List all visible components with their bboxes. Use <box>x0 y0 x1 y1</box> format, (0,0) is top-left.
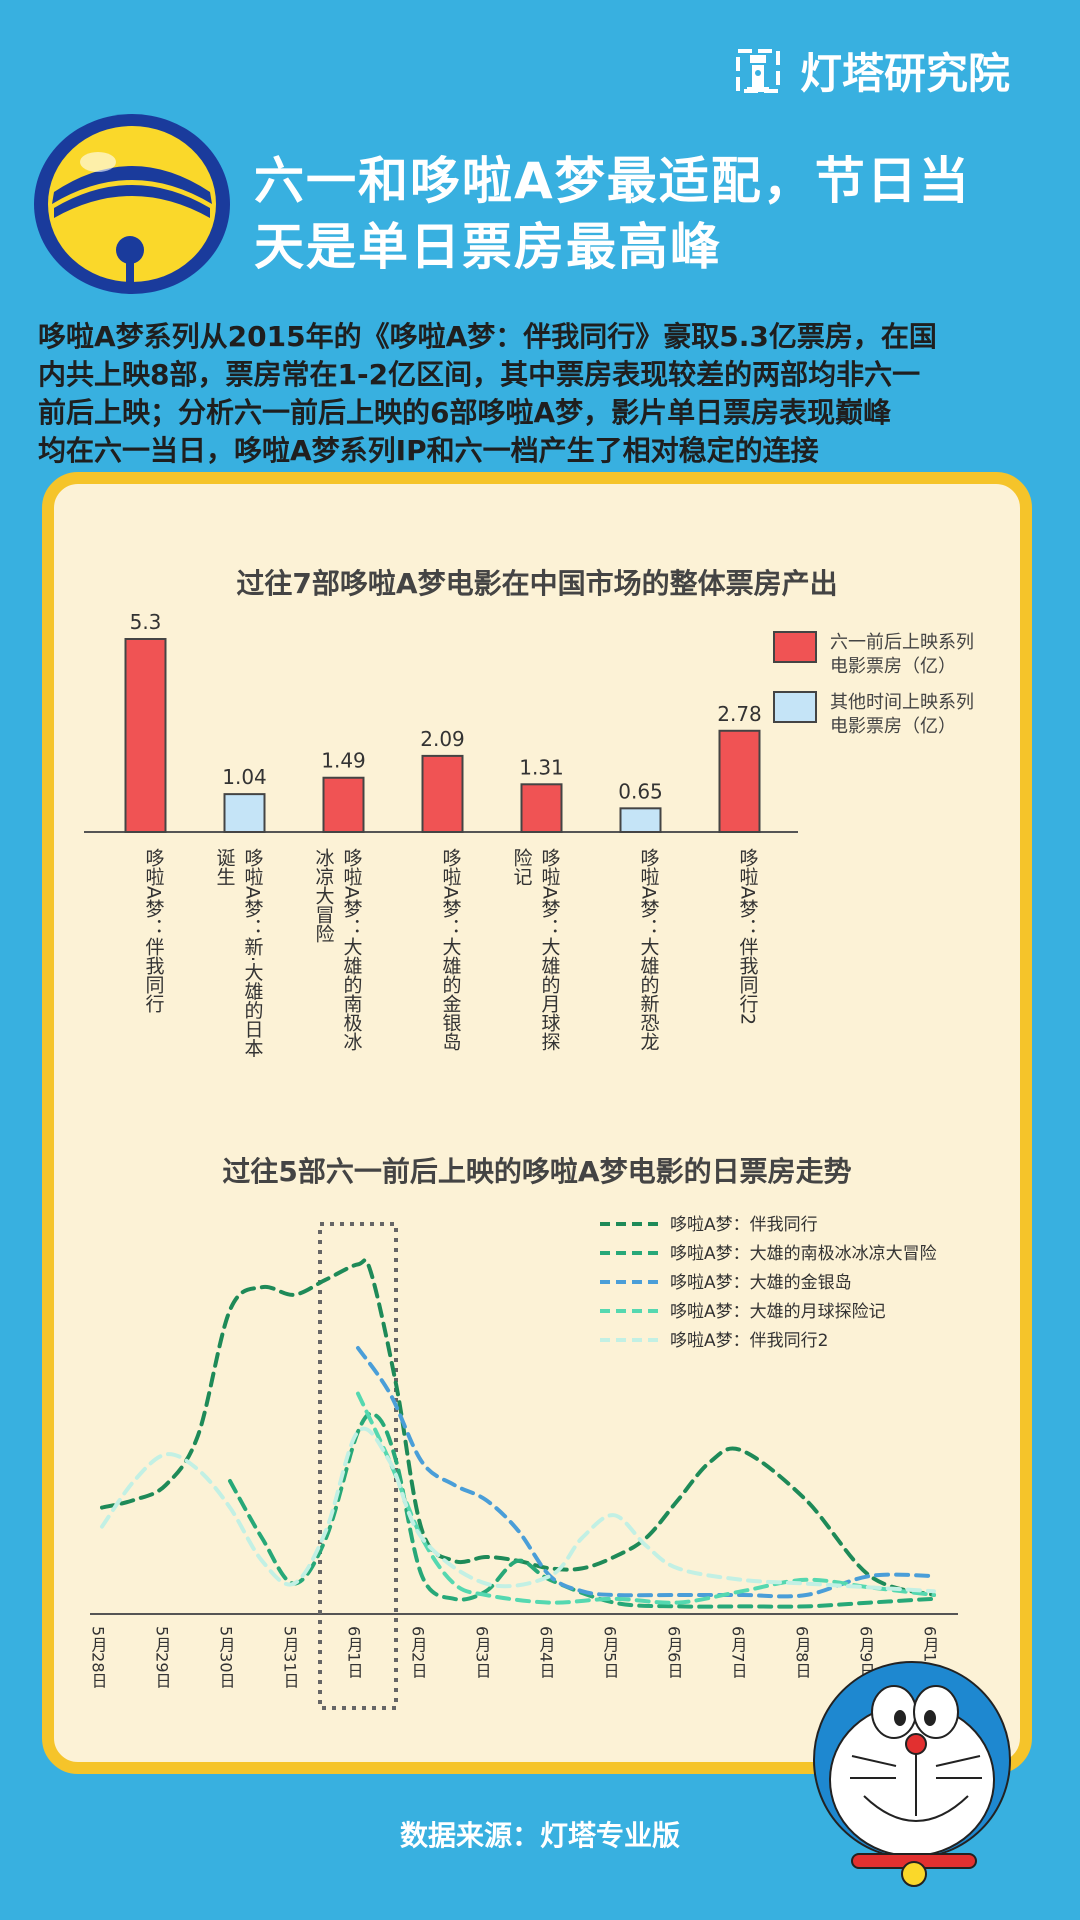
bar <box>718 729 761 833</box>
x-tick-label: 6月1日 <box>345 1626 364 1678</box>
category-label: 哆啦A梦：大雄的月球探 <box>539 848 561 1051</box>
intro-line: 前后上映；分析六一前后上映的6部哆啦A梦，影片单日票房表现巅峰 <box>38 396 892 429</box>
category-label: 险记 <box>511 848 533 886</box>
legend-label: 六一前后上映系列 <box>830 632 974 653</box>
legend-swatch <box>773 631 817 663</box>
page-title-line: 天是单日票房最高峰 <box>254 218 722 276</box>
bar-value-label: 2.09 <box>420 727 465 751</box>
x-tick-label: 6月7日 <box>729 1626 748 1678</box>
series-line <box>100 1258 936 1597</box>
x-tick-label: 6月9日 <box>857 1626 876 1678</box>
bar <box>421 754 464 833</box>
brand-name: 灯塔研究院 <box>799 49 1010 98</box>
x-tick-label: 5月30日 <box>217 1626 236 1689</box>
category-label: 哆啦A梦：新·大雄的日本 <box>242 848 264 1057</box>
category-label: 哆啦A梦：大雄的金银岛 <box>440 848 462 1052</box>
x-tick-label: 6月4日 <box>537 1626 556 1678</box>
legend-label: 哆啦A梦：伴我同行 <box>670 1215 818 1235</box>
bar <box>619 807 662 834</box>
legend-swatch <box>773 691 817 723</box>
legend-label: 电影票房（亿） <box>830 716 956 737</box>
category-label: 诞生 <box>214 848 236 886</box>
category-label: 冰凉大冒险 <box>313 848 335 943</box>
bar <box>124 638 167 833</box>
x-tick-label: 5月31日 <box>281 1626 300 1689</box>
legend-label: 哆啦A梦：伴我同行2 <box>670 1331 828 1351</box>
bar-value-label: 5.3 <box>130 610 162 634</box>
bar-value-label: 1.31 <box>519 755 564 779</box>
series-line <box>100 1426 936 1594</box>
legend-label: 哆啦A梦：大雄的南极冰冰凉大冒险 <box>670 1244 937 1264</box>
page-title: 六一和哆啦A梦最适配，节日当 天是单日票房最高峰 <box>254 148 1044 280</box>
chart-panel: 过往7部哆啦A梦电影在中国市场的整体票房产出 5.3 哆啦A梦：伴我同行 1.04 哆… <box>42 472 1032 1774</box>
bar-value-label: 1.49 <box>321 749 366 773</box>
legend-label: 其他时间上映系列 <box>830 692 974 713</box>
category-label: 哆啦A梦：伴我同行 <box>143 848 165 1013</box>
x-tick-label: 6月3日 <box>473 1626 492 1678</box>
category-label: 哆啦A梦：大雄的南极冰 <box>341 848 363 1051</box>
line-chart: 5月28日 5月29日 5月30日 5月31日 6月1日 6月2日 6月3日 6月4日 6月5日… <box>89 1215 958 1710</box>
bar <box>520 783 563 834</box>
bar-value-label: 2.78 <box>717 702 762 726</box>
x-tick-label: 6月8日 <box>793 1626 812 1678</box>
x-tick-label: 5月29日 <box>153 1626 172 1689</box>
intro-line: 内共上映8部，票房常在1-2亿区间，其中票房表现较差的两部均非六一 <box>38 358 921 391</box>
doraemon-icon <box>813 1661 1011 1887</box>
page-title-line: 六一和哆啦A梦最适配，节日当 <box>254 152 971 210</box>
x-tick-label: 6月5日 <box>601 1626 620 1678</box>
legend-label: 哆啦A梦：大雄的月球探险记 <box>670 1302 886 1322</box>
intro-line: 哆啦A梦系列从2015年的《哆啦A梦：伴我同行》豪取5.3亿票房，在国 <box>38 320 937 353</box>
series-line <box>356 1346 936 1599</box>
bar <box>223 793 266 833</box>
x-tick-label: 6月6日 <box>665 1626 684 1678</box>
bar-value-label: 0.65 <box>618 779 663 803</box>
series-line <box>356 1391 936 1605</box>
bar <box>322 776 365 834</box>
legend-label: 哆啦A梦：大雄的金银岛 <box>670 1273 852 1293</box>
bell-icon <box>34 114 230 294</box>
bar-value-label: 1.04 <box>222 765 267 789</box>
line-chart-title: 过往5部六一前后上映的哆啦A梦电影的日票房走势 <box>222 1155 852 1188</box>
series-line <box>228 1411 936 1609</box>
category-label: 哆啦A梦：伴我同行2 <box>737 848 759 1025</box>
x-tick-label: 5月28日 <box>89 1626 108 1689</box>
lighthouse-icon <box>735 48 780 93</box>
data-source: 数据来源：灯塔专业版 <box>399 1819 680 1852</box>
intro-text: 哆啦A梦系列从2015年的《哆啦A梦：伴我同行》豪取5.3亿票房，在国 内共上映… <box>38 318 1048 470</box>
category-label: 哆啦A梦：大雄的新恐龙 <box>638 848 660 1051</box>
intro-line: 均在六一当日，哆啦A梦系列IP和六一档产生了相对稳定的连接 <box>38 434 819 467</box>
legend-label: 电影票房（亿） <box>830 656 956 677</box>
bar-chart-title: 过往7部哆啦A梦电影在中国市场的整体票房产出 <box>236 567 838 600</box>
x-tick-label: 6月2日 <box>409 1626 428 1678</box>
brand-logo: 灯塔研究院 <box>728 40 1010 101</box>
